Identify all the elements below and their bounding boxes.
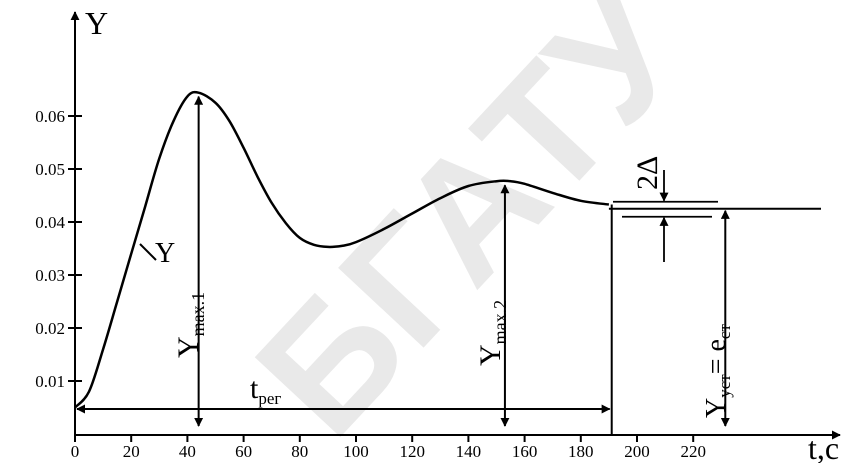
x-tick-label: 60 [235, 442, 252, 461]
y-tick-label: 0.03 [35, 266, 65, 285]
y-tick-label: 0.05 [35, 160, 65, 179]
ymax1-sub: max.1 [188, 292, 208, 337]
x-ticks: 0 20 40 60 80 100 120 140 160 180 200 220 [71, 435, 706, 461]
treg-sub: рег [258, 389, 281, 408]
x-tick-label: 140 [456, 442, 482, 461]
yust-eq: = e [701, 339, 732, 374]
treg-label: tрег [250, 372, 281, 408]
ymax1-main: Y [172, 336, 205, 358]
x-tick-label: 40 [179, 442, 196, 461]
curve-label-leader [139, 243, 157, 261]
x-tick-label: 220 [680, 442, 706, 461]
y-tick-label: 0.01 [35, 372, 65, 391]
curve-label: Y [155, 238, 175, 269]
x-tick-label: 120 [399, 442, 425, 461]
yust-eq-sub: ст [715, 324, 734, 340]
x-tick-label: 100 [343, 442, 369, 461]
yust-main: Y [701, 398, 732, 418]
x-axis-title: t,c [808, 430, 839, 463]
delta-label: 2Δ [631, 156, 664, 190]
axes: Y t,c [70, 5, 841, 463]
y-ticks: 0.01 0.02 0.03 0.04 0.05 0.06 [35, 107, 82, 391]
y-tick-label: 0.04 [35, 213, 65, 232]
x-tick-label: 80 [291, 442, 308, 461]
x-tick-label: 200 [624, 442, 650, 461]
x-tick-label: 160 [512, 442, 538, 461]
y-tick-label: 0.06 [35, 107, 65, 126]
watermark-text: БГАТУ [221, 0, 724, 463]
ymax2-label: Ymax.2 [474, 300, 510, 366]
yust-label: Yуст= eст [701, 324, 734, 418]
response-curve [74, 90, 610, 409]
ymax1-label: Ymax.1 [172, 292, 208, 358]
yust-sub: уст [715, 374, 734, 398]
ymax2-main: Y [474, 344, 507, 366]
ymax2-sub: max.2 [490, 300, 510, 345]
y-axis-title: Y [85, 5, 108, 41]
watermark: БГАТУ [221, 0, 724, 463]
treg-main: t [250, 372, 259, 405]
x-tick-label: 0 [71, 442, 80, 461]
y-tick-label: 0.02 [35, 319, 65, 338]
x-tick-label: 20 [123, 442, 140, 461]
x-tick-label: 180 [568, 442, 594, 461]
